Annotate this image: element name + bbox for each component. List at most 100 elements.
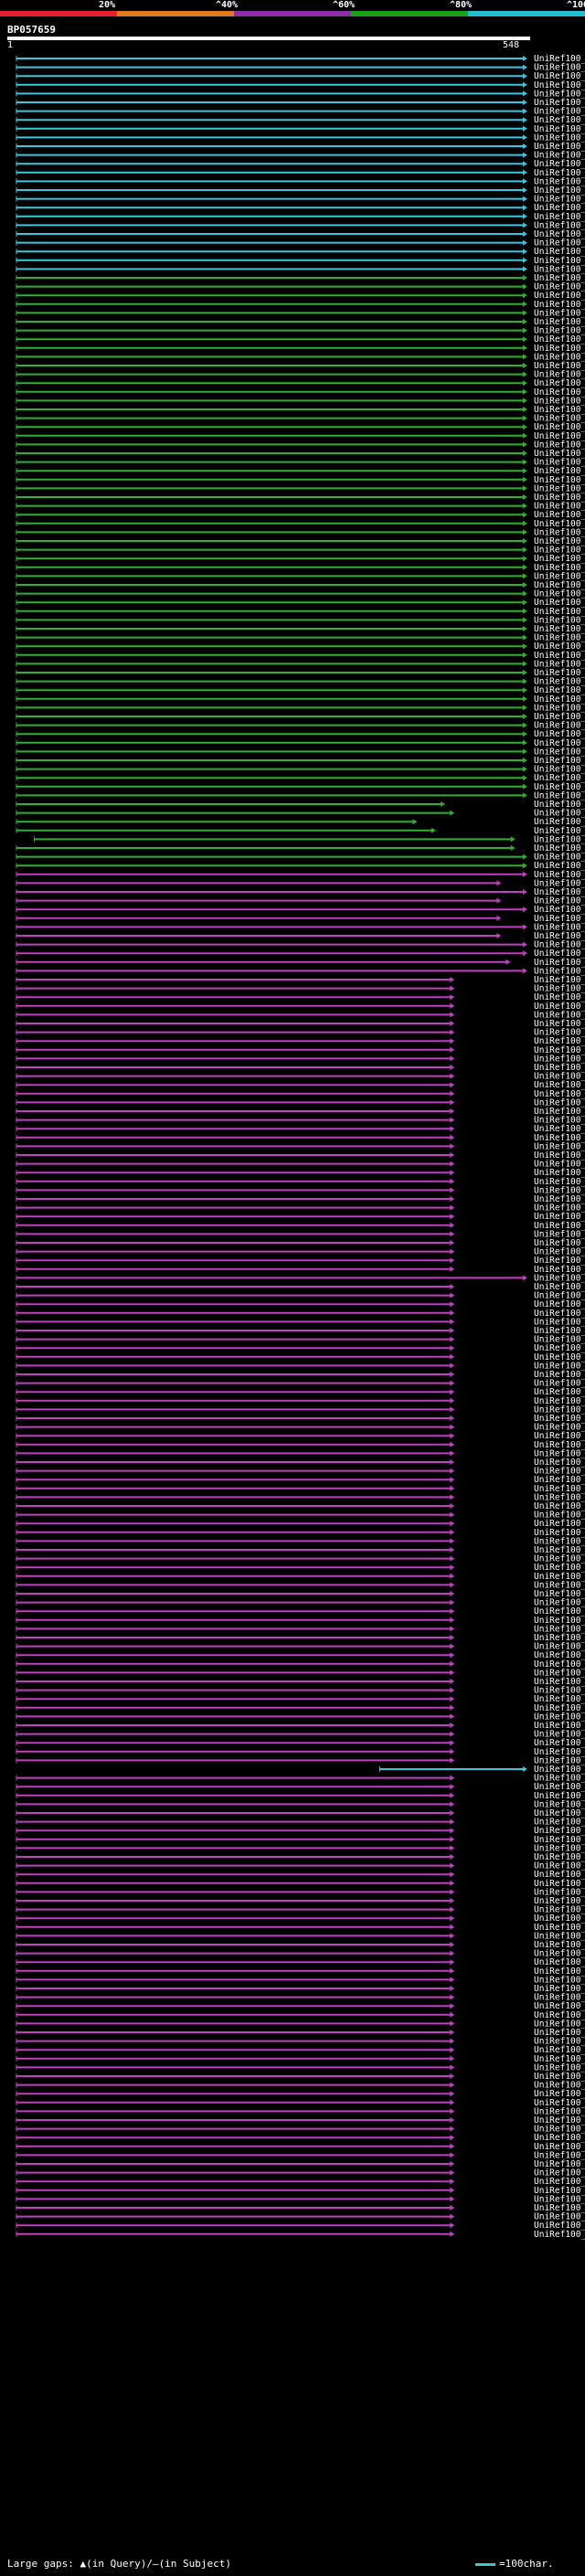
hit-label[interactable]: UniRef100_B6GY24 xyxy=(534,1089,585,1099)
hit-label[interactable]: UniRef100_Q0CY41 xyxy=(534,1168,585,1178)
hit-label[interactable]: UniRef100_Q2H2K2 xyxy=(534,1747,585,1757)
hit-label[interactable]: UniRef100_A3BZU3 xyxy=(534,510,585,520)
hit-label[interactable]: UniRef100_A5B907 xyxy=(534,624,585,634)
hit-label[interactable]: UniRef100_A9SE58 xyxy=(534,1712,585,1722)
hit-label[interactable]: UniRef100_UPI000... xyxy=(534,264,585,274)
hit-label[interactable]: UniRef100_Q5A6W9 xyxy=(534,1116,585,1126)
hit-label[interactable]: UniRef100_C6H8G3 xyxy=(534,1133,585,1143)
hit-label[interactable]: UniRef100_A7HAK9 xyxy=(534,1589,585,1599)
hit-label[interactable]: UniRef100_A8B6K7 xyxy=(534,1299,585,1309)
hit-label[interactable]: UniRef100_B9FS98 xyxy=(534,1580,585,1590)
hit-label[interactable]: UniRef100_B9G7N1 xyxy=(534,694,585,705)
hit-label[interactable]: UniRef100_B6U764 xyxy=(534,2019,585,2029)
hit-label[interactable]: UniRef100_Q9MHM4 xyxy=(534,1423,585,1433)
hit-label[interactable]: UniRef100_A7EAQ1 xyxy=(534,1054,585,1064)
hit-label[interactable]: UniRef100_B4XQG4 xyxy=(534,71,585,81)
hit-label[interactable]: UniRef100_B8MFE3 xyxy=(534,1063,585,1073)
hit-label[interactable]: UniRef100_A2YJH7 xyxy=(534,1861,585,1871)
hit-label[interactable]: UniRef100_B8BEQ1 xyxy=(534,536,585,546)
hit-label[interactable]: UniRef100_A2ZJ25 xyxy=(534,2081,585,2091)
hit-label[interactable]: UniRef100_B9P5I0 xyxy=(534,387,585,398)
hit-label[interactable]: UniRef100_Q2UFL6 xyxy=(534,1194,585,1204)
hit-label[interactable]: UniRef100_UPI000... xyxy=(534,317,585,327)
hit-label[interactable]: UniRef100_A5ADJ1 xyxy=(534,1414,585,1424)
hit-label[interactable]: UniRef100_B9SIL5 xyxy=(534,493,585,503)
hit-label[interactable]: UniRef100_A5B0F5 xyxy=(534,1458,585,1468)
hit-label[interactable]: UniRef100_UPI000... xyxy=(534,800,585,810)
hit-label[interactable]: UniRef100_A2ZJS9 xyxy=(534,765,585,775)
hit-label[interactable]: UniRef100_B4FHP9 xyxy=(534,344,585,354)
hit-label[interactable]: UniRef100_B6SGB9 xyxy=(534,334,585,345)
hit-label[interactable]: UniRef100_B6QRU0 xyxy=(534,1247,585,1257)
hit-label[interactable]: UniRef100_Q2R053 xyxy=(534,1606,585,1617)
hit-label[interactable]: UniRef100_A2YZS3 xyxy=(534,1905,585,1915)
hit-label[interactable]: UniRef100_Q10AA7 xyxy=(534,922,585,932)
hit-label[interactable]: UniRef100_B9SQ05 xyxy=(534,1887,585,1897)
hit-label[interactable]: UniRef100_Q0DIJ5 xyxy=(534,2098,585,2108)
hit-label[interactable]: UniRef100_Q33DP9 xyxy=(534,142,585,152)
hit-label[interactable]: UniRef100_Q7F2S4 xyxy=(534,1668,585,1678)
hit-label[interactable]: UniRef100_A5BIV5 xyxy=(534,563,585,573)
hit-label[interactable]: UniRef100_B9WF46 xyxy=(534,1150,585,1161)
hit-label[interactable]: UniRef100_Q0IN94 xyxy=(534,756,585,766)
hit-label[interactable]: UniRef100_Q7EY81 xyxy=(534,659,585,669)
hit-label[interactable]: UniRef100_B9I186 xyxy=(534,853,585,863)
hit-label[interactable]: UniRef100_C5XTS7 xyxy=(534,2212,585,2222)
hit-label[interactable]: UniRef100_Q6FQ49 xyxy=(534,1238,585,1248)
hit-label[interactable]: UniRef100_C5Z2W7 xyxy=(534,589,585,599)
hit-label[interactable]: UniRef100_A2Z8W6 xyxy=(534,115,585,125)
hit-label[interactable]: UniRef100_B9IJD7 xyxy=(534,633,585,643)
hit-label[interactable]: UniRef100_C5YJV2 xyxy=(534,1826,585,1836)
hit-label[interactable]: UniRef100_A5C1L5 xyxy=(534,1528,585,1538)
hit-label[interactable]: UniRef100_Q0LIN2 xyxy=(534,1852,585,1862)
hit-label[interactable]: UniRef100_A5C3S6 xyxy=(534,843,585,853)
hit-label[interactable]: UniRef100_B9HAL1 xyxy=(534,1492,585,1502)
hit-label[interactable]: UniRef100_A7QT48 xyxy=(534,615,585,625)
hit-label[interactable]: UniRef100_B9MVY8 xyxy=(534,712,585,722)
hit-label[interactable]: UniRef100_A7PH96 xyxy=(534,2001,585,2011)
hit-label[interactable]: UniRef100_A7PJA2 xyxy=(534,1440,585,1450)
hit-label[interactable]: UniRef100_C5X3N6 xyxy=(534,826,585,836)
hit-label[interactable]: UniRef100_B9N855 xyxy=(534,931,585,941)
hit-label[interactable]: UniRef100_A9TSJ8 xyxy=(534,1694,585,1704)
hit-label[interactable]: UniRef100_B9FNP8 xyxy=(534,668,585,678)
hit-label[interactable]: UniRef100_A9SSW0 xyxy=(534,1633,585,1643)
hit-label[interactable]: UniRef100_A9UZH0 xyxy=(534,1835,585,1845)
hit-label[interactable]: UniRef100_B9SL34 xyxy=(534,133,585,143)
hit-label[interactable]: UniRef100_C5Z5D3 xyxy=(534,405,585,415)
hit-label[interactable]: UniRef100_A9SK50 xyxy=(534,1703,585,1713)
hit-label[interactable]: UniRef100_Q6K4D1 xyxy=(534,475,585,485)
hit-label[interactable]: UniRef100_B9SKT4 xyxy=(534,2194,585,2204)
hit-label[interactable]: UniRef100_UPI000... xyxy=(534,1940,585,1950)
hit-label[interactable]: UniRef100_A9TUY4 xyxy=(534,282,585,292)
hit-label[interactable]: UniRef100_C5P1S1 xyxy=(534,984,585,994)
hit-label[interactable]: UniRef100_C5XEE0 xyxy=(534,1975,585,1985)
hit-label[interactable]: UniRef100_Q0LIW1 xyxy=(534,2045,585,2055)
hit-label[interactable]: UniRef100_A7PDV1 xyxy=(534,782,585,792)
hit-label[interactable]: UniRef100_UPI000... xyxy=(534,1326,585,1336)
hit-label[interactable]: UniRef100_B9SIL8 xyxy=(534,370,585,380)
hit-label[interactable]: UniRef100_B8BCP6 xyxy=(534,458,585,468)
hit-label[interactable]: UniRef100_B8CC59 xyxy=(534,2106,585,2116)
hit-label[interactable]: UniRef100_B9RRD5 xyxy=(534,1467,585,1477)
hit-label[interactable]: UniRef100_Q9CBK2 xyxy=(534,361,585,371)
hit-label[interactable]: UniRef100_B9HA06 xyxy=(534,1317,585,1327)
hit-label[interactable]: UniRef100_C5WZZ2 xyxy=(534,159,585,169)
hit-label[interactable]: UniRef100_A9TVN7 xyxy=(534,220,585,230)
hit-label[interactable]: UniRef100_A8N1D0 xyxy=(534,1309,585,1319)
hit-label[interactable]: UniRef100_Q0J371 xyxy=(534,773,585,783)
hit-label[interactable]: UniRef100_B9RIF1 xyxy=(534,239,585,249)
hit-label[interactable]: UniRef100_A9SE57 xyxy=(534,1774,585,1784)
hit-label[interactable]: UniRef100_Q9FKA2 xyxy=(534,887,585,897)
hit-label[interactable]: UniRef100_B9SUV5 xyxy=(534,861,585,871)
hit-label[interactable]: UniRef100_A2YZ58 xyxy=(534,2203,585,2213)
hit-label[interactable]: UniRef100_B9HRZ3 xyxy=(534,1782,585,1792)
hit-label[interactable]: UniRef100_C8VKX0 xyxy=(534,1124,585,1134)
hit-label[interactable]: UniRef100_C4JJ64 xyxy=(534,992,585,1002)
hit-label[interactable]: UniRef100_B9FJ36 xyxy=(534,422,585,432)
hit-label[interactable]: UniRef100_Q4X088 xyxy=(534,1256,585,1266)
hit-label[interactable]: UniRef100_A7PRA4 xyxy=(534,1519,585,1529)
hit-label[interactable]: UniRef100_B9SY40 xyxy=(534,1563,585,1573)
hit-label[interactable]: UniRef100_Q6K376 xyxy=(534,527,585,537)
hit-label[interactable]: UniRef100_A2YJ16 xyxy=(534,1642,585,1652)
